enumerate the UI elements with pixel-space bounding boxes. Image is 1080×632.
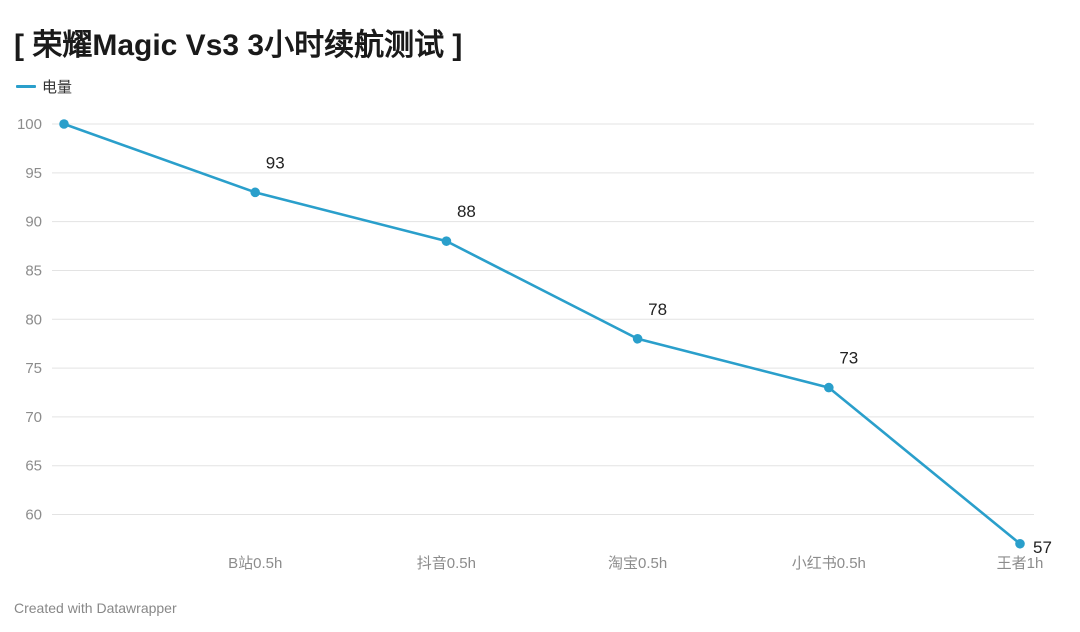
data-label-5: 57 [1033, 538, 1052, 557]
data-point-3 [632, 333, 643, 344]
y-tick-label-70: 70 [25, 409, 42, 426]
data-point-5 [1015, 538, 1025, 549]
chart-title: [ 荣耀Magic Vs3 3小时续航测试 ] [14, 29, 463, 62]
x-tick-label-2: 抖音0.5h [417, 555, 476, 572]
x-tick-label-4: 小红书0.5h [792, 555, 866, 572]
legend-swatch [16, 85, 36, 88]
data-point-4 [824, 382, 834, 393]
x-tick-label-1: B站0.5h [228, 555, 282, 572]
data-label-3: 78 [648, 300, 667, 319]
y-tick-label-90: 90 [25, 214, 42, 231]
legend: 电量 [16, 76, 72, 97]
y-tick-label-100: 100 [17, 116, 42, 133]
y-tick-label-60: 60 [25, 507, 42, 524]
data-point-1 [250, 187, 260, 198]
grid-lines [52, 123, 1034, 515]
y-tick-label-75: 75 [25, 360, 42, 377]
y-tick-label-85: 85 [25, 262, 42, 279]
data-label-4: 73 [839, 349, 858, 368]
y-tick-label-95: 95 [25, 165, 42, 182]
x-tick-label-5: 王者1h [997, 555, 1044, 572]
x-axis-tick-labels: B站0.5h 抖音0.5h 淘宝0.5h 小红书0.5h 王者1h [228, 555, 1043, 572]
data-label-1: 93 [266, 153, 285, 172]
y-axis-tick-labels: 100 95 90 85 80 75 70 65 60 [17, 116, 42, 524]
data-points [59, 119, 1025, 549]
data-point-0 [59, 119, 69, 129]
legend-label: 电量 [42, 79, 73, 96]
series-line-path [62, 122, 1022, 546]
data-point-2 [441, 236, 452, 246]
data-label-2: 88 [457, 202, 476, 221]
y-tick-label-80: 80 [25, 311, 42, 328]
data-labels: 93 88 78 73 57 [266, 153, 1052, 556]
x-tick-label-3: 淘宝0.5h [608, 555, 667, 572]
series-line [62, 122, 1022, 546]
footer-credit: Created with Datawrapper [14, 600, 177, 616]
y-tick-label-65: 65 [25, 458, 42, 475]
